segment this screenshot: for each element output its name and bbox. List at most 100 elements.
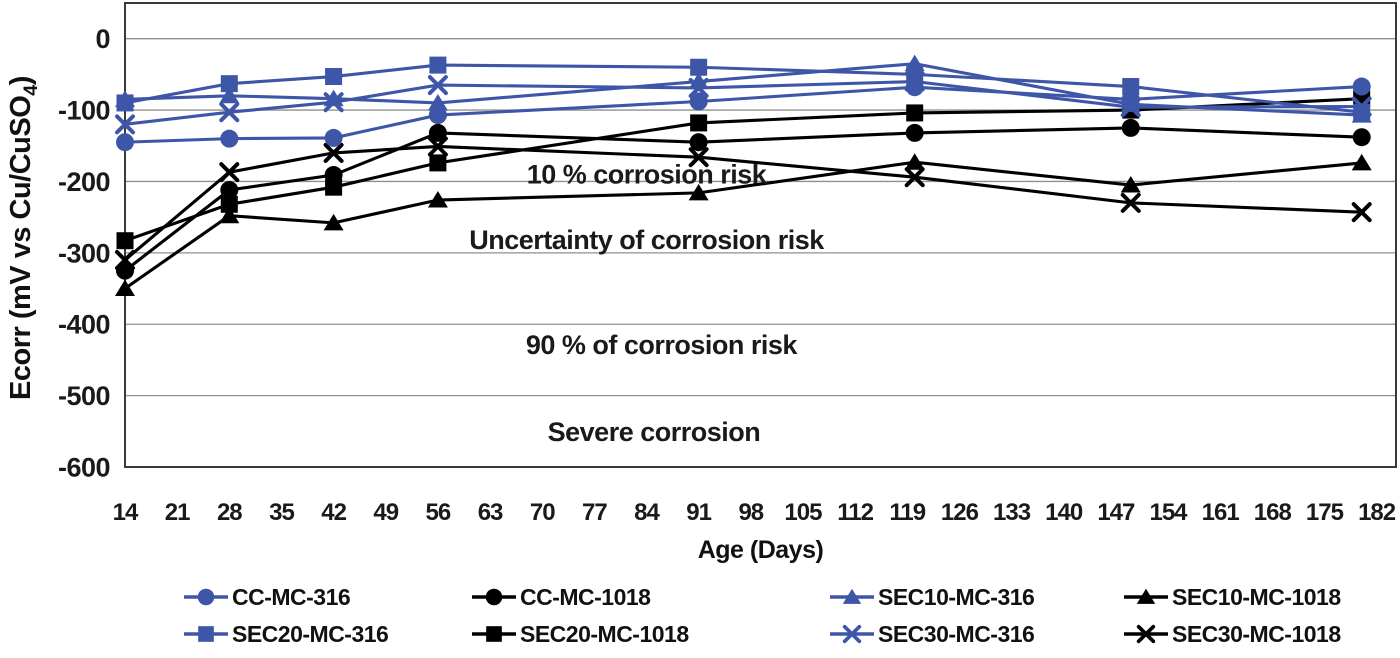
data-point-SEC20-MC-1018: [429, 154, 447, 172]
y-tick-label: -600: [58, 453, 110, 483]
y-axis-title-text: Ecorr (mV vs Cu/CuSO: [5, 95, 38, 400]
data-point-SEC10-MC-1018: [688, 183, 709, 201]
legend-item-SEC30-MC-316: SEC30-MC-316: [828, 620, 1035, 647]
legend-item-SEC10-MC-1018: SEC10-MC-1018: [1122, 584, 1341, 610]
square-marker-icon: [472, 626, 516, 642]
square-marker-icon: [184, 626, 228, 642]
triangle-marker-icon: [1124, 588, 1168, 604]
data-point-CC-MC-1018: [689, 133, 708, 152]
legend-label: SEC10-MC-316: [878, 583, 1035, 610]
y-axis-title-close: ): [5, 76, 38, 86]
data-point-SEC30-MC-316: [427, 75, 448, 96]
legend-label: CC-MC-316: [232, 583, 351, 610]
series-line-SEC30-MC-1018: [124, 144, 1362, 262]
data-point-SEC10-MC-316: [427, 93, 448, 111]
x-tick-label: 168: [1254, 499, 1292, 526]
series-line-SEC30-MC-316: [124, 79, 1362, 126]
series-line-CC-MC-316: [124, 84, 1362, 144]
x-tick-label: 112: [837, 499, 873, 526]
y-tick-label: -500: [58, 381, 110, 411]
x-tick-label: 133: [993, 499, 1031, 526]
x-tick-label: 14: [113, 499, 139, 526]
data-point-SEC30-MC-316: [219, 102, 240, 123]
data-point-SEC20-MC-316: [690, 58, 708, 76]
data-point-SEC20-MC-1018: [116, 232, 134, 250]
annotation-label: Uncertainty of corrosion risk: [469, 225, 825, 255]
data-point-SEC10-MC-1018: [1351, 153, 1372, 171]
data-point-SEC10-MC-316: [219, 86, 240, 104]
x-tick-label: 56: [426, 499, 451, 526]
data-point-SEC30-MC-1018: [1351, 202, 1372, 223]
x-tick-label: 154: [1149, 499, 1188, 526]
data-point-CC-MC-316: [220, 129, 239, 148]
x-marker-icon: [1124, 624, 1168, 644]
series-line-SEC20-MC-316: [124, 63, 1362, 114]
data-point-SEC20-MC-1018: [220, 195, 238, 213]
data-point-SEC10-MC-1018: [115, 279, 135, 297]
data-point-CC-MC-1018: [220, 181, 239, 200]
data-point-SEC30-MC-316: [323, 92, 344, 113]
legend-label: SEC30-MC-316: [878, 620, 1035, 647]
x-tick-label: 84: [634, 499, 660, 526]
data-point-SEC20-MC-316: [220, 75, 238, 93]
legend-item-CC-MC-316: CC-MC-316: [182, 583, 351, 610]
data-point-SEC30-MC-316: [904, 71, 925, 92]
legend-label: SEC20-MC-1018: [520, 620, 689, 647]
data-point-SEC30-MC-1018: [219, 162, 240, 183]
x-tick-label: 91: [686, 499, 711, 526]
data-point-SEC30-MC-1018: [904, 167, 925, 188]
x-tick-label: 42: [321, 499, 346, 526]
data-point-SEC10-MC-1018: [904, 153, 925, 170]
data-point-CC-MC-316: [116, 133, 134, 152]
series-line-SEC10-MC-1018: [124, 160, 1362, 290]
x-tick-label: 35: [269, 499, 294, 526]
data-point-CC-MC-316: [428, 106, 447, 125]
series-line-CC-MC-1018: [124, 126, 1362, 272]
data-point-SEC20-MC-316: [116, 94, 134, 112]
x-tick-label: 161: [1202, 499, 1240, 526]
triangle-marker-icon: [830, 588, 874, 604]
data-point-SEC20-MC-1018: [690, 114, 708, 132]
annotation-label: 90 % of corrosion risk: [526, 330, 799, 360]
legend-item-CC-MC-1018: CC-MC-1018: [470, 583, 651, 610]
data-point-SEC30-MC-1018: [1120, 192, 1141, 213]
data-point-SEC10-MC-1018: [1120, 176, 1141, 193]
data-point-CC-MC-1018: [905, 123, 924, 142]
data-point-SEC20-MC-316: [1122, 78, 1140, 96]
y-tick-label: -400: [58, 310, 110, 340]
data-point-SEC20-MC-1018: [906, 104, 924, 122]
y-tick-label: -300: [58, 238, 110, 268]
annotation-label: 10 % corrosion risk: [527, 159, 768, 189]
circle-marker-icon: [472, 588, 516, 606]
data-point-CC-MC-1018: [1352, 128, 1371, 147]
x-tick-label: 49: [373, 499, 398, 526]
circle-marker-icon: [184, 588, 228, 606]
data-point-SEC10-MC-1018: [323, 213, 344, 231]
x-tick-label: 70: [530, 499, 555, 526]
x-tick-label: 126: [941, 499, 979, 526]
legend-label: CC-MC-1018: [520, 583, 651, 610]
data-point-SEC20-MC-316: [325, 68, 343, 86]
y-axis-title-subscript: 4: [19, 85, 42, 96]
data-point-CC-MC-1018: [1121, 118, 1140, 137]
legend-item-SEC20-MC-316: SEC20-MC-316: [182, 620, 389, 647]
data-point-CC-MC-316: [1352, 77, 1371, 96]
data-point-SEC30-MC-1018: [115, 249, 135, 270]
series-line-SEC10-MC-316: [124, 62, 1362, 117]
data-point-SEC20-MC-1018: [325, 178, 343, 196]
x-tick-label: 119: [889, 499, 925, 526]
annotation-label: Severe corrosion: [548, 417, 761, 447]
data-point-CC-MC-316: [689, 92, 708, 111]
x-tick-label: 63: [478, 499, 503, 526]
legend-label: SEC20-MC-316: [232, 620, 389, 647]
y-tick-label: 0: [95, 24, 110, 54]
x-marker-icon: [830, 624, 874, 644]
data-point-SEC10-MC-1018: [219, 206, 240, 224]
y-axis-title: Ecorr (mV vs Cu/CuSO4): [5, 76, 43, 400]
data-point-CC-MC-1018: [428, 123, 447, 142]
data-point-SEC30-MC-1018: [323, 142, 344, 163]
x-tick-label: 147: [1097, 499, 1135, 526]
x-tick-label: 182: [1358, 499, 1396, 526]
